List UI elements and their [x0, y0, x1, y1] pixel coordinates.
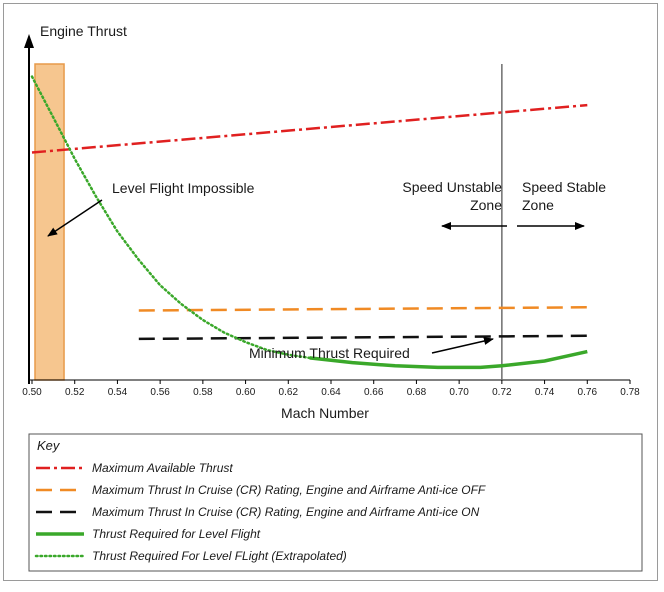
speed-unstable-zone-label: Zone: [470, 197, 502, 213]
minimum-thrust-label: Minimum Thrust Required: [249, 345, 410, 361]
x-tick-label: 0.56: [150, 387, 170, 398]
x-tick-label: 0.58: [193, 387, 213, 398]
x-tick-label: 0.76: [578, 387, 598, 398]
x-tick-label: 0.54: [108, 387, 128, 398]
legend-label-5: Thrust Required For Level FLight (Extrap…: [92, 549, 347, 563]
x-tick-label: 0.66: [364, 387, 384, 398]
x-tick-label: 0.52: [65, 387, 85, 398]
x-tick-label: 0.50: [22, 387, 42, 398]
impossible-arrow: [47, 199, 103, 237]
x-tick-label: 0.62: [279, 387, 299, 398]
key-box: [28, 433, 643, 572]
series-line-5: [30, 75, 311, 360]
x-ticks: 0.50 0.52 0.54 0.56 0.58 0.60 0.62 0.64 0.66 0.68…: [22, 380, 640, 398]
series-line-4: [309, 349, 588, 370]
series-line-1: [31, 103, 588, 154]
x-tick-label: 0.74: [535, 387, 555, 398]
x-tick-label: 0.72: [492, 387, 512, 398]
x-axis-label: Mach Number: [281, 405, 369, 421]
series-line-2: [138, 306, 588, 312]
key-title: Key: [37, 438, 61, 453]
speed-stable-zone-label: Zone: [522, 197, 554, 213]
level-flight-impossible-label: Level Flight Impossible: [112, 180, 255, 196]
x-tick-label: 0.60: [236, 387, 256, 398]
x-tick-label: 0.70: [449, 387, 469, 398]
chart-svg: Engine Thrust Mach Number 0.50 0.52 0.54 0.…: [22, 23, 643, 572]
legend: Maximum Available Thrust Maximum Thrust I…: [34, 461, 486, 563]
legend-label-2: Maximum Thrust In Cruise (CR) Rating, En…: [92, 483, 486, 497]
x-tick-label: 0.64: [321, 387, 341, 398]
y-axis-label: Engine Thrust: [40, 23, 127, 39]
figure-frame: Engine Thrust Mach Number 0.50 0.52 0.54 0.…: [3, 3, 658, 581]
speed-unstable-label: Speed Unstable: [402, 179, 502, 195]
legend-label-3: Maximum Thrust In Cruise (CR) Rating, En…: [92, 505, 480, 519]
x-tick-label: 0.78: [620, 387, 640, 398]
y-axis-arrow-icon: [24, 34, 34, 48]
level-flight-impossible-region: [34, 63, 65, 381]
speed-stable-label: Speed Stable: [522, 179, 606, 195]
legend-label-4: Thrust Required for Level Flight: [92, 527, 261, 541]
x-tick-label: 0.68: [407, 387, 427, 398]
series-group: [30, 75, 588, 370]
minimum-thrust-arrow: [431, 337, 494, 354]
series-line-3: [138, 334, 588, 341]
legend-label-1: Maximum Available Thrust: [92, 461, 233, 475]
